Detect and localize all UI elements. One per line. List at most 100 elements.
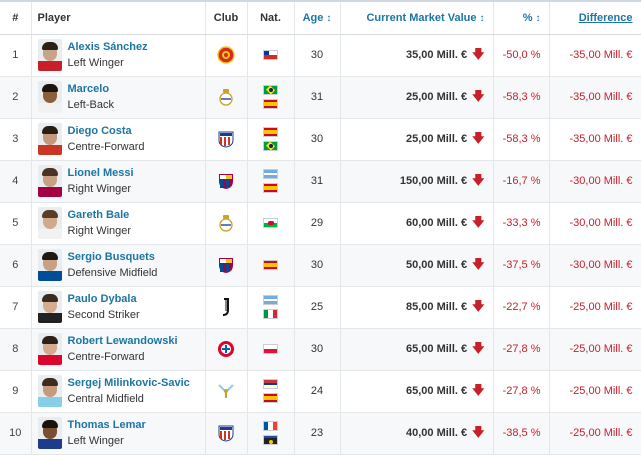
club-cell <box>205 76 248 119</box>
player-name-link[interactable]: Robert Lewandowski <box>67 335 178 347</box>
player-position: Left Winger <box>67 435 124 447</box>
age-cell: 23 <box>294 412 341 455</box>
percent-cell: -27,8 % <box>493 370 550 413</box>
market-value-cell: 50,00 Mill. € 🡇 <box>340 244 494 287</box>
player-position: Left Winger <box>67 57 124 69</box>
guadeloupe-flag <box>263 435 278 445</box>
difference-value: -25,00 Mill. € <box>569 343 633 355</box>
player-photo[interactable] <box>37 207 62 239</box>
market-value[interactable]: 35,00 Mill. € <box>406 48 468 61</box>
col-club: Club <box>205 2 248 35</box>
player-name-link[interactable]: Sergio Busquets <box>67 251 155 263</box>
difference-value: -35,00 Mill. € <box>569 91 633 103</box>
player-name-link[interactable]: Marcelo <box>67 83 110 95</box>
col-player: Player <box>31 2 206 35</box>
player-photo[interactable] <box>37 123 62 155</box>
rank-cell: 9 <box>0 370 32 413</box>
player-photo[interactable] <box>37 333 62 365</box>
difference-value: -30,00 Mill. € <box>569 259 633 271</box>
player-name-link[interactable]: Gareth Bale <box>67 209 130 221</box>
player-photo[interactable] <box>37 81 62 113</box>
sort-age[interactable]: Age ↕ <box>294 2 341 35</box>
difference-value: -25,00 Mill. € <box>569 427 633 439</box>
difference-value: -35,00 Mill. € <box>569 49 633 61</box>
market-value[interactable]: 65,00 Mill. € <box>406 384 468 397</box>
nationality-cell <box>247 286 295 329</box>
player-photo[interactable] <box>37 39 62 71</box>
nationality-cell <box>247 328 295 371</box>
market-value[interactable]: 85,00 Mill. € <box>406 300 468 313</box>
spain-flag <box>263 393 278 403</box>
percent-cell: -50,0 % <box>493 34 550 77</box>
age-cell: 24 <box>294 370 341 413</box>
fc-barcelona-crest[interactable] <box>217 256 235 274</box>
player-cell: Diego Costa Centre-Forward <box>31 118 206 161</box>
age-cell: 25 <box>294 286 341 329</box>
market-value[interactable]: 65,00 Mill. € <box>406 342 468 355</box>
rank-cell: 7 <box>0 286 32 329</box>
percent-cell: -16,7 % <box>493 160 550 203</box>
juventus-crest[interactable] <box>217 298 235 316</box>
player-name-link[interactable]: Lionel Messi <box>67 167 134 179</box>
player-cell: Alexis Sánchez Left Winger <box>31 34 206 77</box>
bayern-munich-crest[interactable] <box>217 340 235 358</box>
percent-cell: -38,5 % <box>493 412 550 455</box>
player-photo[interactable] <box>37 165 62 197</box>
difference-cell: -25,00 Mill. € <box>549 412 641 455</box>
real-madrid-crest[interactable] <box>217 88 235 106</box>
difference-cell: -35,00 Mill. € <box>549 118 641 161</box>
col-rank: # <box>0 2 32 35</box>
market-value-cell: 65,00 Mill. € 🡇 <box>340 370 494 413</box>
market-value[interactable]: 60,00 Mill. € <box>406 216 468 229</box>
age-cell: 29 <box>294 202 341 245</box>
argentina-flag <box>263 295 278 305</box>
arrow-down-icon: 🡇 <box>472 46 485 61</box>
atletico-madrid-crest[interactable] <box>217 130 235 148</box>
player-photo[interactable] <box>37 375 62 407</box>
market-value-cell: 85,00 Mill. € 🡇 <box>340 286 494 329</box>
age-cell: 30 <box>294 34 341 77</box>
player-name-link[interactable]: Sergej Milinkovic-Savic <box>67 377 190 389</box>
player-photo[interactable] <box>37 291 62 323</box>
market-value[interactable]: 25,00 Mill. € <box>406 90 468 103</box>
table-row: 5 Gareth Bale Right Winger 29 60,00 Mill. € 🡇… <box>0 202 641 245</box>
player-position: Right Winger <box>67 225 132 237</box>
player-photo[interactable] <box>37 417 62 449</box>
rank-cell: 6 <box>0 244 32 287</box>
difference-cell: -30,00 Mill. € <box>549 202 641 245</box>
header-row: # Player Club Nat. Age ↕ Current Market V… <box>0 2 641 35</box>
difference-value: -25,00 Mill. € <box>569 385 633 397</box>
market-value[interactable]: 25,00 Mill. € <box>406 132 468 145</box>
sort-percent[interactable]: % ↕ <box>493 2 550 35</box>
player-position: Central Midfield <box>67 393 144 405</box>
age-cell: 30 <box>294 328 341 371</box>
fc-barcelona-crest[interactable] <box>217 172 235 190</box>
real-madrid-crest[interactable] <box>217 214 235 232</box>
club-cell <box>205 118 248 161</box>
player-position: Centre-Forward <box>67 141 145 153</box>
percent-cell: -22,7 % <box>493 286 550 329</box>
age-cell: 30 <box>294 118 341 161</box>
club-cell <box>205 244 248 287</box>
sort-difference[interactable]: Difference <box>549 2 641 35</box>
percent-cell: -27,8 % <box>493 328 550 371</box>
player-name-link[interactable]: Alexis Sánchez <box>67 41 148 53</box>
market-value[interactable]: 50,00 Mill. € <box>406 258 468 271</box>
market-value[interactable]: 150,00 Mill. € <box>399 174 468 187</box>
table-row: 4 Lionel Messi Right Winger 31 150,00 Mill. … <box>0 160 641 203</box>
age-cell: 30 <box>294 244 341 287</box>
player-name-link[interactable]: Paulo Dybala <box>67 293 137 305</box>
atletico-madrid-crest[interactable] <box>217 424 235 442</box>
player-name-link[interactable]: Thomas Lemar <box>67 419 146 431</box>
player-photo[interactable] <box>37 249 62 281</box>
market-value[interactable]: 40,00 Mill. € <box>406 426 468 439</box>
arrow-down-icon: 🡇 <box>472 382 485 397</box>
difference-value: -30,00 Mill. € <box>569 175 633 187</box>
difference-value: -25,00 Mill. € <box>569 301 633 313</box>
lazio-crest[interactable] <box>217 382 235 400</box>
rank-cell: 5 <box>0 202 32 245</box>
player-name-link[interactable]: Diego Costa <box>67 125 132 137</box>
manchester-united-crest[interactable] <box>217 46 235 64</box>
sort-market-value[interactable]: Current Market Value ↕ <box>340 2 494 35</box>
difference-cell: -30,00 Mill. € <box>549 244 641 287</box>
